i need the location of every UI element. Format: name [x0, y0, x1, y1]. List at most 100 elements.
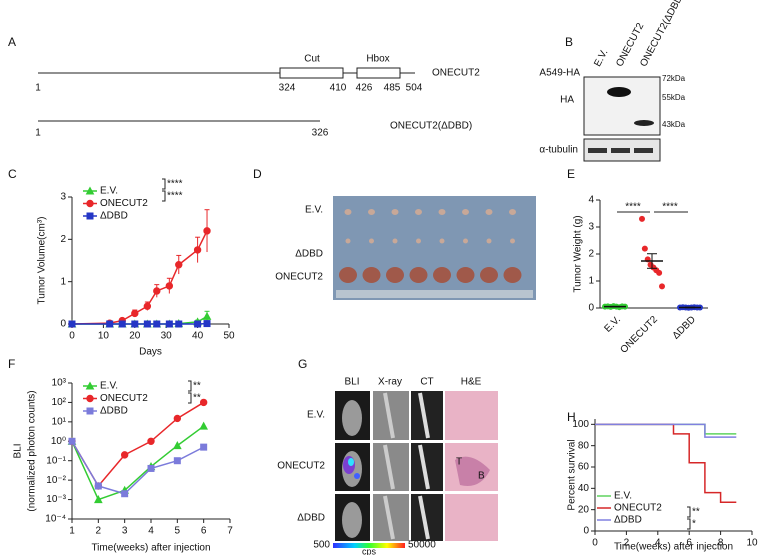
row-label: E.V. — [307, 410, 325, 421]
marker — [199, 421, 209, 430]
y-tick-label: 10⁻¹ — [46, 455, 66, 466]
tumor — [439, 238, 445, 244]
x-tick-label: 10 — [98, 331, 110, 342]
position: 326 — [312, 128, 329, 139]
panel-label: A — [8, 35, 16, 49]
x-tick-label: ONECUT2 — [618, 314, 660, 356]
marker — [121, 490, 129, 498]
bracket — [188, 380, 192, 392]
tumor — [369, 238, 374, 244]
marker-label: 43kDa — [662, 120, 686, 129]
marker — [173, 414, 182, 423]
series-line — [595, 423, 737, 438]
band — [634, 148, 653, 153]
marker — [147, 437, 155, 445]
tumor — [485, 209, 493, 215]
marker-label: 72kDa — [662, 74, 686, 83]
x-tick-label: 0 — [69, 331, 75, 342]
marker — [94, 482, 102, 490]
marker — [106, 320, 114, 328]
point — [641, 245, 648, 252]
y-tick-label: 10² — [52, 397, 67, 408]
tumor — [339, 267, 357, 283]
row-label: ΔDBD — [295, 249, 323, 260]
x-tick-label: 8 — [718, 538, 724, 549]
position: 485 — [384, 83, 401, 94]
annotation: ** — [193, 381, 201, 392]
y-tick-label: 4 — [588, 195, 594, 206]
marker — [175, 261, 183, 269]
x-tick-label: 10 — [746, 538, 758, 549]
column-label: H&E — [461, 377, 482, 388]
panel-label: F — [8, 357, 15, 371]
row-label: ONECUT2 — [275, 272, 323, 283]
y-axis-label: BLI — [13, 443, 24, 458]
marker — [203, 320, 211, 328]
panel-label: E — [567, 167, 575, 181]
marker — [86, 394, 94, 403]
marker — [194, 320, 202, 328]
marker — [199, 398, 208, 407]
panel-label: B — [565, 35, 573, 49]
marker — [68, 320, 76, 328]
bracket — [687, 518, 691, 530]
tumor — [368, 209, 375, 215]
marker — [202, 311, 212, 320]
y-tick-label: 10⁰ — [51, 436, 66, 447]
band — [588, 148, 607, 153]
annotation: **** — [167, 179, 183, 190]
band — [634, 120, 654, 126]
panel-label: D — [253, 167, 262, 181]
marker — [153, 287, 161, 295]
x-tick-label: 3 — [122, 526, 128, 537]
marker — [118, 320, 126, 328]
annotation: **** — [625, 202, 641, 213]
bracket — [188, 392, 192, 404]
y-tick-label: 10¹ — [52, 416, 67, 427]
x-tick-label: 6 — [686, 538, 692, 549]
x-tick-label: 5 — [175, 526, 181, 537]
legend-label: ONECUT2 — [614, 503, 662, 514]
marker — [173, 457, 181, 465]
panel-label: C — [8, 167, 17, 181]
y-tick-label: 10⁻³ — [46, 494, 66, 505]
hbox-domain — [356, 67, 401, 79]
panel-g: G BLI X-ray CT H&E T B E.V. ONECUT2 ΔDBD… — [277, 357, 498, 555]
blot-label: α-tubulin — [539, 145, 578, 156]
band — [607, 87, 631, 97]
y-tick-label: 0 — [60, 319, 66, 330]
annotation: * — [692, 519, 696, 530]
ct-images — [411, 391, 443, 541]
x-tick-label: 1 — [69, 526, 75, 537]
marker — [131, 320, 139, 328]
row-label: E.V. — [305, 205, 323, 216]
x-axis-label: Time(weeks) after injection — [614, 542, 733, 553]
y-tick-label: 40 — [578, 483, 590, 494]
legend-label: E.V. — [614, 491, 632, 502]
marker — [172, 441, 182, 450]
y-tick-label: 60 — [578, 462, 590, 473]
marker — [85, 186, 95, 195]
x-tick-label: E.V. — [602, 314, 622, 334]
panel-label: H — [567, 410, 576, 424]
bracket — [162, 190, 166, 202]
column-label: CT — [420, 377, 433, 388]
tumor — [509, 209, 516, 215]
tissue-label: T — [456, 457, 462, 468]
legend-label: ΔDBD — [614, 515, 642, 526]
marker — [93, 495, 103, 504]
position: 324 — [279, 83, 296, 94]
tumor — [503, 267, 522, 283]
x-tick-label: 40 — [192, 331, 204, 342]
panel-d: D E.V. ΔDBD ONECUT2 — [253, 167, 536, 300]
y-tick-label: 10⁻⁴ — [45, 514, 66, 525]
tumor — [463, 238, 468, 244]
annotation: **** — [662, 202, 678, 213]
ruler — [336, 290, 533, 298]
marker — [120, 451, 129, 459]
tumor — [392, 238, 398, 244]
marker — [200, 443, 208, 451]
y-tick-label: 3 — [60, 192, 66, 203]
protein-name: ONECUT2(ΔDBD) — [390, 121, 472, 132]
